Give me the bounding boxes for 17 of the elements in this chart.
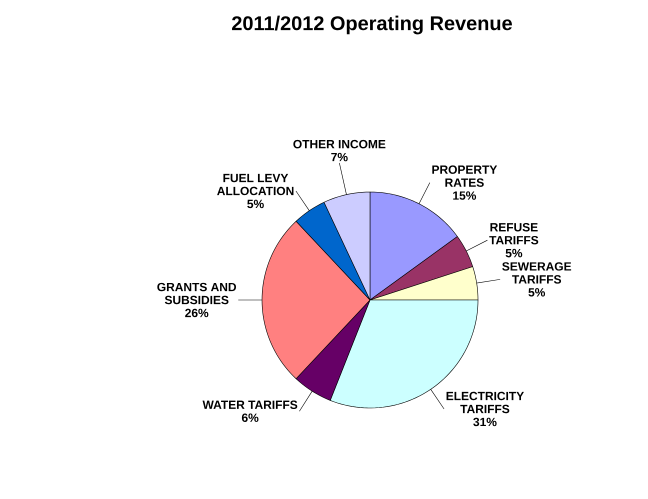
chart-title: 2011/2012 Operating Revenue — [232, 16, 512, 34]
slice-label: WATER TARIFFS — [202, 400, 298, 409]
slice-label: REFUSE TARIFFS — [489, 222, 538, 244]
slice-label: OTHER INCOME — [293, 140, 386, 148]
data-label: 7% — [331, 152, 348, 162]
data-label: 31% — [473, 418, 497, 426]
slice-label: SEWERAGE TARIFFS — [502, 262, 572, 284]
data-label: 6% — [242, 413, 258, 422]
data-label: 5% — [528, 288, 546, 297]
data-label: 5% — [506, 248, 522, 258]
slice-label: FUEL LEVY ALLOCATION — [217, 174, 294, 196]
data-label: 26% — [185, 308, 208, 318]
slice-label: ELECTRICITY TARIFFS — [446, 392, 524, 414]
slice-label: PROPERTY RATES — [432, 165, 498, 187]
data-label: 5% — [247, 200, 264, 208]
slice-label: GRANTS AND SUBSIDIES — [157, 282, 236, 304]
data-label: 15% — [453, 191, 476, 200]
